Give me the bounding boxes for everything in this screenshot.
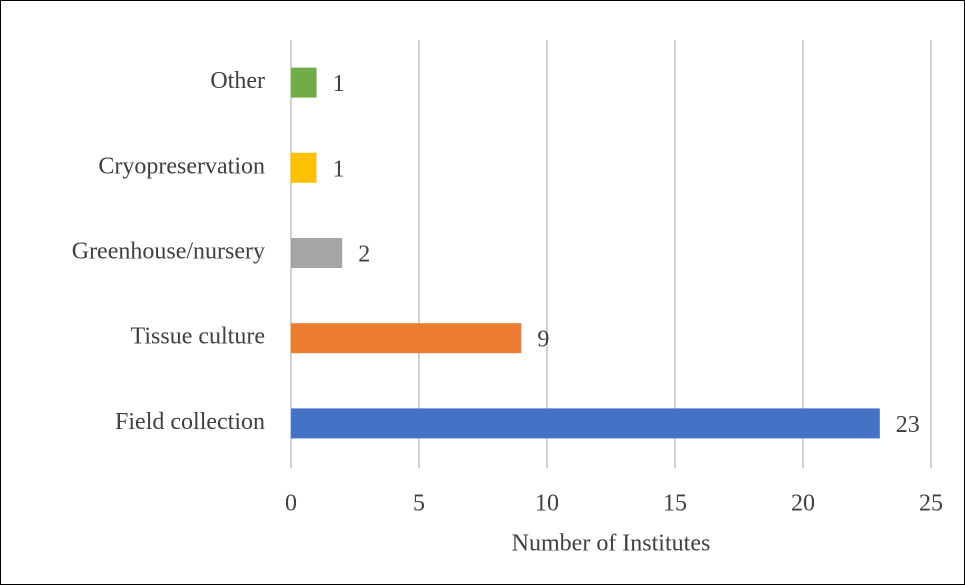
x-tick-label: 20 <box>791 491 815 517</box>
data-label: 2 <box>358 242 370 268</box>
x-tick-label: 25 <box>919 491 943 517</box>
x-axis-label: Number of Institutes <box>512 531 711 557</box>
y-tick-label: Tissue culture <box>131 324 265 350</box>
bar <box>291 408 880 439</box>
y-tick-label: Cryopreservation <box>98 153 265 179</box>
data-label: 1 <box>333 156 345 182</box>
x-tick-label: 5 <box>413 491 425 517</box>
data-label: 23 <box>896 412 920 438</box>
x-tick-label: 15 <box>663 491 687 517</box>
x-tick-label: 10 <box>535 491 559 517</box>
x-tick-label: 0 <box>285 491 297 517</box>
bar <box>291 67 317 98</box>
data-label: 1 <box>333 71 345 97</box>
bar <box>291 152 317 183</box>
y-tick-label: Greenhouse/nursery <box>72 239 265 265</box>
data-label: 9 <box>537 327 549 353</box>
bar <box>291 323 522 354</box>
bar <box>291 238 343 268</box>
y-tick-label: Field collection <box>115 409 265 435</box>
y-tick-label: Other <box>210 68 265 94</box>
